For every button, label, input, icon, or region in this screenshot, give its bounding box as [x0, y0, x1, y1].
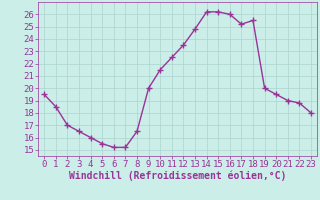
X-axis label: Windchill (Refroidissement éolien,°C): Windchill (Refroidissement éolien,°C)	[69, 171, 286, 181]
